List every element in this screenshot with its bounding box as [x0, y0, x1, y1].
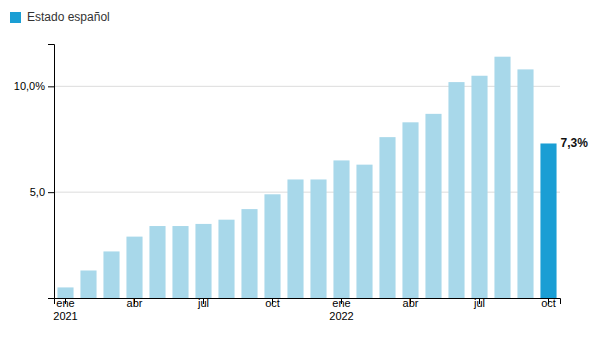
x-tick: jul	[197, 297, 209, 309]
x-tick-label: oct	[541, 297, 556, 309]
bar	[356, 165, 372, 298]
bar	[471, 76, 487, 298]
x-tick-label: jul	[197, 297, 209, 309]
legend: Estado español	[10, 10, 110, 24]
x-axis: ene2021abrjuloctene2022abrjuloct	[53, 297, 560, 322]
bar	[310, 179, 326, 298]
legend-swatch	[10, 12, 21, 23]
x-tick-label: oct	[265, 297, 280, 309]
x-tick-label: jul	[473, 297, 485, 309]
bar	[172, 226, 188, 298]
tick-line	[48, 192, 54, 193]
bar	[402, 122, 418, 298]
tick-label-line: abr	[127, 297, 143, 309]
bar	[80, 270, 96, 298]
x-tick: oct	[265, 297, 280, 309]
x-tick-label: ene2022	[329, 297, 353, 322]
bar	[264, 194, 280, 298]
tick-label-line: jul	[473, 297, 485, 309]
tick-label-line: abr	[403, 297, 419, 309]
bar	[494, 57, 510, 298]
bar	[448, 82, 464, 298]
x-tick: abr	[403, 297, 419, 309]
annotation: 7,3%	[561, 136, 589, 150]
bar	[195, 224, 211, 298]
tick-label-line: ene	[56, 297, 74, 309]
legend-label: Estado español	[27, 10, 110, 24]
y-tick-label: 5,0	[30, 186, 45, 198]
y-tick: 10,0%	[14, 80, 54, 92]
tick-label-line: ene	[332, 297, 350, 309]
bar	[126, 237, 142, 298]
bar	[149, 226, 165, 298]
x-tick-label: abr	[403, 297, 419, 309]
tick-label-line: 2022	[329, 310, 353, 322]
tick-label-line: 2021	[53, 310, 77, 322]
tick-line	[48, 86, 54, 87]
y-tick-label: 10,0%	[14, 80, 45, 92]
y-tick: 5,0	[30, 186, 54, 198]
bar	[241, 209, 257, 298]
bar	[517, 69, 533, 298]
chart-container: ene2021abrjuloctene2022abrjuloct5,010,0%…	[0, 0, 610, 342]
y-axis: 5,0 10,0%	[14, 45, 55, 299]
bar	[333, 160, 349, 298]
plot-area: ene2021abrjuloctene2022abrjuloct5,010,0%…	[14, 45, 588, 322]
bar	[218, 220, 234, 298]
x-tick: jul	[473, 297, 485, 309]
x-tick-label: abr	[127, 297, 143, 309]
x-tick: ene2021	[53, 297, 77, 322]
legend-item: Estado español	[10, 10, 110, 24]
x-tick: oct	[541, 297, 556, 309]
bar	[379, 137, 395, 298]
x-tick-label: ene2021	[53, 297, 77, 322]
x-tick: ene2022	[329, 297, 353, 322]
bars	[57, 57, 556, 298]
tick-label-line: oct	[265, 297, 280, 309]
bar	[103, 251, 119, 298]
tick-label-line: oct	[541, 297, 556, 309]
bar	[540, 143, 556, 298]
bar	[287, 179, 303, 298]
tick-label-line: jul	[197, 297, 209, 309]
chart-svg: ene2021abrjuloctene2022abrjuloct5,010,0%…	[0, 0, 610, 342]
bar	[425, 114, 441, 298]
axis-domain	[48, 45, 55, 299]
x-tick: abr	[127, 297, 143, 309]
